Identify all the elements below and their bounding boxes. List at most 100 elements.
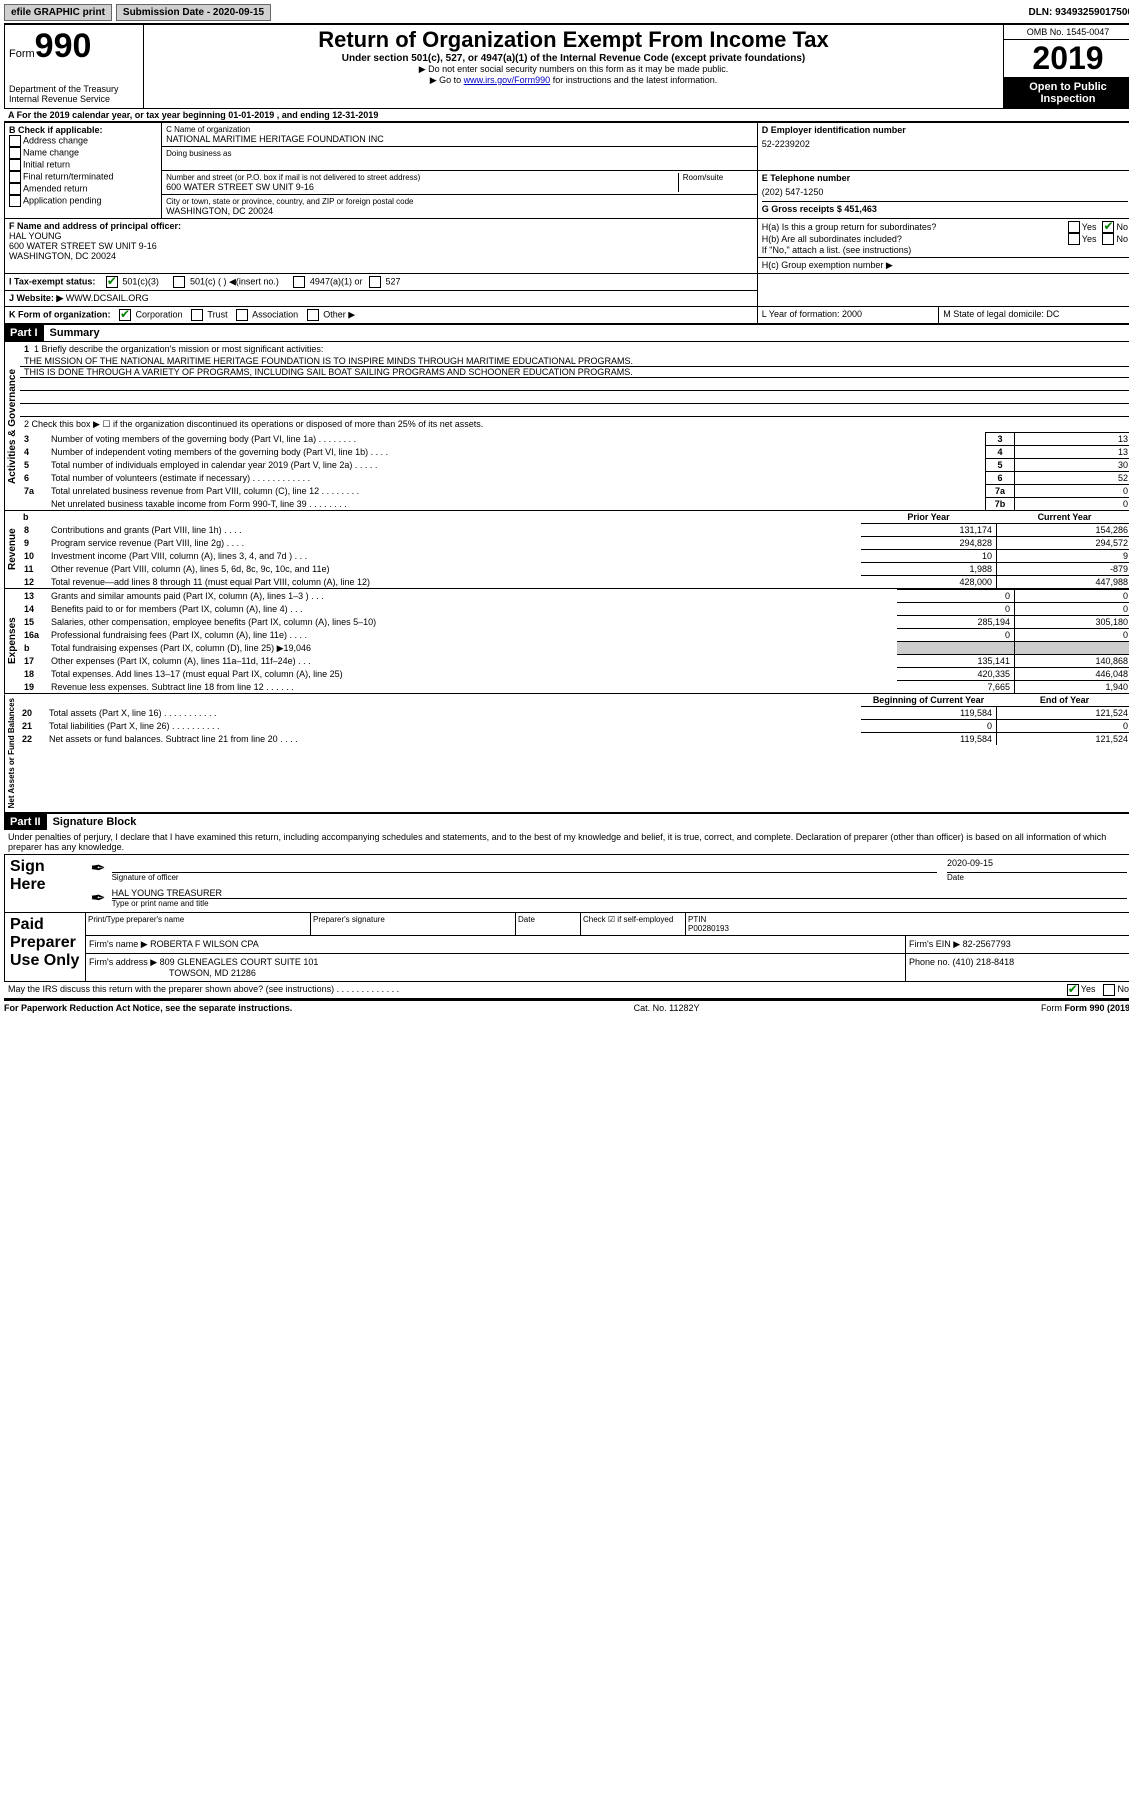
efile-button[interactable]: efile GRAPHIC print	[4, 4, 112, 21]
governance-vlabel: Activities & Governance	[4, 342, 20, 510]
table-row: 21 Total liabilities (Part X, line 26) .…	[18, 720, 1129, 733]
mission-blank-3	[20, 404, 1129, 417]
form-title: Return of Organization Exempt From Incom…	[148, 27, 999, 53]
checkbox-address-change[interactable]: Address change	[9, 135, 157, 147]
form-990-number: 990	[35, 27, 92, 65]
checkbox-application-pending[interactable]: Application pending	[9, 195, 157, 207]
mission-2: THIS IS DONE THROUGH A VARIETY OF PROGRA…	[20, 367, 1129, 378]
opt-other: Other ▶	[323, 309, 355, 319]
opt-trust: Trust	[207, 309, 227, 319]
dba-label: Doing business as	[166, 149, 753, 158]
table-row: 19 Revenue less expenses. Subtract line …	[20, 681, 1129, 694]
table-row: 15 Salaries, other compensation, employe…	[20, 616, 1129, 629]
prep-sig-label: Preparer's signature	[311, 913, 516, 935]
table-row: b Total fundraising expenses (Part IX, c…	[20, 642, 1129, 655]
instr2-prefix: ▶ Go to	[430, 75, 464, 85]
table-row: 18 Total expenses. Add lines 13–17 (must…	[20, 668, 1129, 681]
firm-ein-label: Firm's EIN ▶	[909, 939, 960, 949]
ha-no-checkbox[interactable]	[1102, 221, 1114, 233]
sign-arrow-icon: ✒	[91, 858, 106, 882]
firm-addr1: 809 GLENEAGLES COURT SUITE 101	[160, 957, 319, 967]
table-row: 11 Other revenue (Part VIII, column (A),…	[20, 563, 1129, 576]
room-label: Room/suite	[678, 173, 753, 192]
netassets-table: Beginning of Current Year End of Year 20…	[18, 694, 1129, 745]
table-header-row: b Prior Year Current Year	[20, 511, 1129, 524]
checkbox-amended-return[interactable]: Amended return	[9, 183, 157, 195]
table-row: 13 Grants and similar amounts paid (Part…	[20, 590, 1129, 603]
discuss-no-checkbox[interactable]	[1103, 984, 1115, 996]
cat-number: Cat. No. 11282Y	[634, 1003, 700, 1013]
line2: 2 Check this box ▶ ☐ if the organization…	[20, 417, 1129, 432]
table-row: 22 Net assets or fund balances. Subtract…	[18, 733, 1129, 746]
firm-ein: 82-2567793	[963, 939, 1011, 949]
instruction-2: ▶ Go to www.irs.gov/Form990 for instruct…	[148, 75, 999, 86]
part2-title: Signature Block	[47, 816, 137, 828]
paperwork-notice: For Paperwork Reduction Act Notice, see …	[4, 1003, 292, 1013]
top-bar: efile GRAPHIC print Submission Date - 20…	[4, 4, 1129, 21]
governance-section: Activities & Governance 1 1 Briefly desc…	[4, 341, 1129, 511]
trust-checkbox[interactable]	[191, 309, 203, 321]
hb-yes-checkbox[interactable]	[1068, 233, 1080, 245]
discuss-no: No	[1117, 984, 1129, 996]
table-row: 3 Number of voting members of the govern…	[20, 433, 1129, 446]
opt-527: 527	[385, 276, 400, 286]
form-number: Form990	[9, 27, 139, 66]
table-row: 14 Benefits paid to or for members (Part…	[20, 603, 1129, 616]
table-row: 4 Number of independent voting members o…	[20, 446, 1129, 459]
4947-checkbox[interactable]	[293, 276, 305, 288]
paid-preparer-label: Paid Preparer Use Only	[10, 916, 80, 970]
part2-header: Part II	[4, 814, 47, 830]
footer: For Paperwork Reduction Act Notice, see …	[4, 999, 1129, 1015]
ptin-value: P00280193	[688, 924, 1129, 933]
revenue-table: b Prior Year Current Year 8 Contribution…	[20, 511, 1129, 588]
firm-name-label: Firm's name ▶	[89, 939, 148, 949]
revenue-section: Revenue b Prior Year Current Year 8 Cont…	[4, 511, 1129, 589]
checkbox-initial-return[interactable]: Initial return	[9, 159, 157, 171]
cb-label-2: Initial return	[23, 159, 70, 169]
hc-label: H(c) Group exemption number ▶	[757, 258, 1129, 274]
hb-no-checkbox[interactable]	[1102, 233, 1114, 245]
ein-value: 52-2239202	[762, 139, 1128, 149]
sig-officer-label: Signature of officer	[112, 873, 937, 882]
box-j-label: J Website: ▶	[9, 293, 63, 303]
part1-header: Part I	[4, 325, 44, 341]
other-checkbox[interactable]	[307, 309, 319, 321]
org-name: NATIONAL MARITIME HERITAGE FOUNDATION IN…	[166, 134, 753, 144]
governance-table: 3 Number of voting members of the govern…	[20, 432, 1129, 510]
form-footer: Form Form 990 (2019)	[1041, 1003, 1129, 1013]
netassets-vlabel: Net Assets or Fund Balances	[4, 694, 18, 812]
tax-year: 2019	[1004, 40, 1129, 78]
phone-label: Phone no. (410) 218-8418	[906, 954, 1129, 981]
form-footer-num: Form 990 (2019)	[1064, 1003, 1129, 1013]
prep-name-label: Print/Type preparer's name	[86, 913, 311, 935]
discuss-row: May the IRS discuss this return with the…	[4, 982, 1129, 999]
checkbox-name-change[interactable]: Name change	[9, 147, 157, 159]
checkbox-final-return[interactable]: Final return/terminated	[9, 171, 157, 183]
box-d-label: D Employer identification number	[762, 125, 1128, 135]
box-l: L Year of formation: 2000	[757, 307, 939, 324]
firm-addr2: TOWSON, MD 21286	[89, 968, 902, 978]
netassets-section: Net Assets or Fund Balances Beginning of…	[4, 694, 1129, 813]
street-label: Number and street (or P.O. box if mail i…	[166, 173, 678, 182]
discuss-yes-checkbox[interactable]	[1067, 984, 1079, 996]
box-e-label: E Telephone number	[762, 173, 1128, 183]
firm-name: ROBERTA F WILSON CPA	[150, 939, 259, 949]
table-row: 5 Total number of individuals employed i…	[20, 459, 1129, 472]
form990-link[interactable]: www.irs.gov/Form990	[464, 75, 551, 85]
table-row: Net unrelated business taxable income fr…	[20, 498, 1129, 511]
corp-checkbox[interactable]	[119, 309, 131, 321]
opt-assoc: Association	[252, 309, 298, 319]
501c-checkbox[interactable]	[173, 276, 185, 288]
ha-yes-checkbox[interactable]	[1068, 221, 1080, 233]
ha-label: H(a) Is this a group return for subordin…	[762, 222, 1068, 232]
501c3-checkbox[interactable]	[106, 276, 118, 288]
omb-number: OMB No. 1545-0047	[1004, 24, 1129, 40]
hb-label: H(b) Are all subordinates included?	[762, 234, 1068, 244]
revenue-vlabel: Revenue	[4, 511, 20, 588]
part1-title: Summary	[44, 327, 100, 339]
telephone-value: (202) 547-1250	[762, 187, 1128, 197]
527-checkbox[interactable]	[369, 276, 381, 288]
submission-date-button[interactable]: Submission Date - 2020-09-15	[116, 4, 271, 21]
sign-arrow-icon-2: ✒	[91, 888, 106, 909]
assoc-checkbox[interactable]	[236, 309, 248, 321]
